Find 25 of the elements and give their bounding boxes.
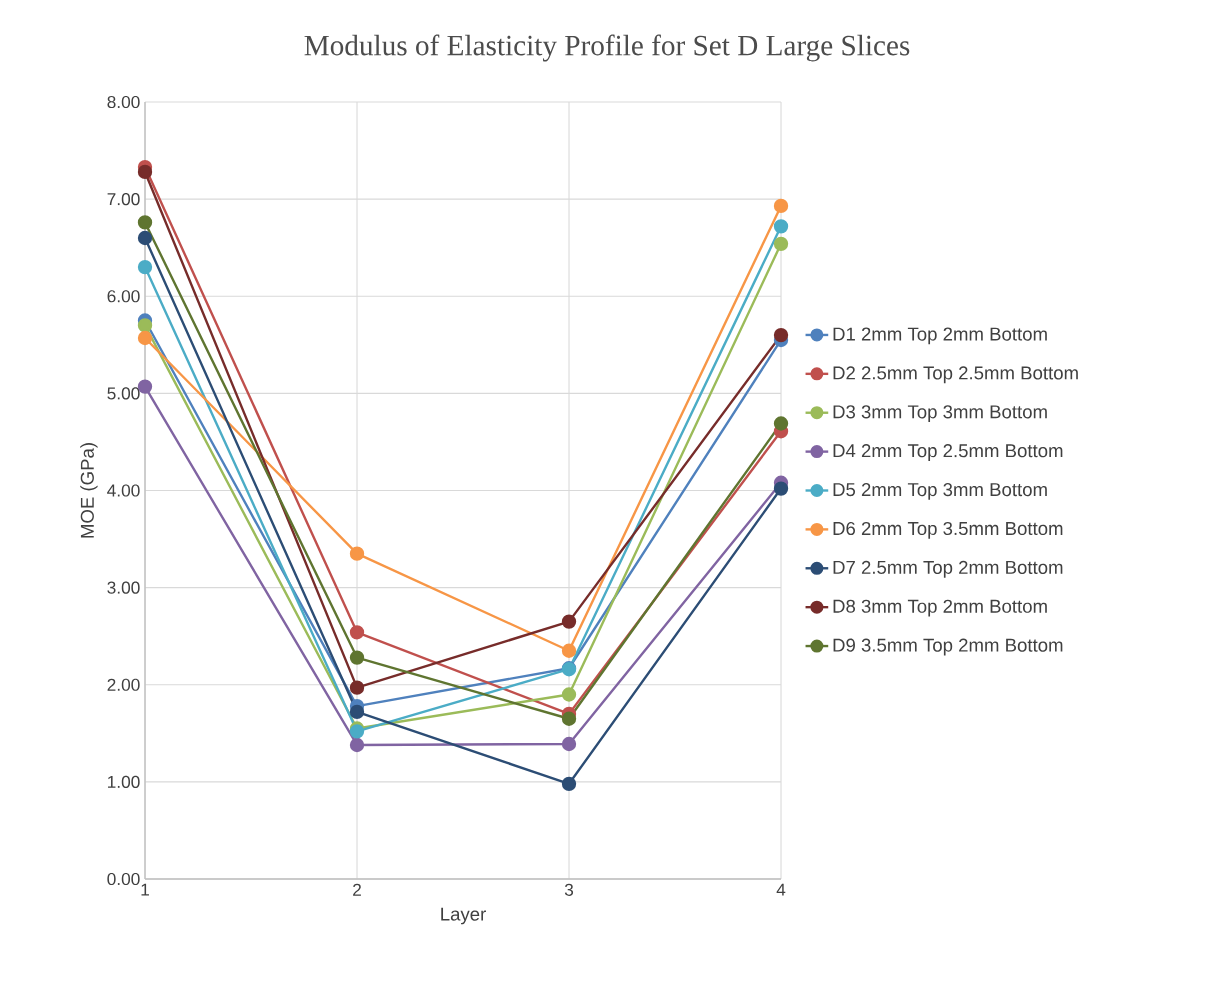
y-axis-title: MOE (GPa) — [80, 443, 98, 538]
y-tick-label: 2.00 — [107, 678, 140, 691]
x-tick-label: 1 — [141, 883, 149, 896]
x-axis-title: Layer — [441, 907, 486, 925]
y-tick-label: 0.00 — [107, 872, 140, 886]
y-tick-label: 8.00 — [107, 95, 140, 109]
chart-title: Modulus of Elasticity Profile for Set D Large Slices — [304, 34, 910, 62]
x-tick-label: 3 — [564, 883, 574, 896]
legend-label: D6 2mm Top 3.5mm Bottom — [833, 521, 1063, 539]
legend-label: D4 2mm Top 2.5mm Bottom — [833, 444, 1063, 461]
x-tick-label: 4 — [776, 883, 786, 896]
y-tick-label: 3.00 — [107, 581, 140, 594]
legend-label: D8 3mm Top 2mm Bottom — [833, 599, 1047, 617]
x-tick-label: 2 — [353, 883, 361, 896]
legend-label: D5 2mm Top 3mm Bottom — [833, 483, 1047, 500]
legend-label: D9 3.5mm Top 2mm Bottom — [833, 638, 1063, 656]
legend-label: D3 3mm Top 3mm Bottom — [833, 405, 1047, 423]
legend-label: D2 2.5mm Top 2.5mm Bottom — [833, 366, 1078, 384]
legend-label: D1 2mm Top 2mm Bottom — [833, 327, 1047, 345]
y-tick-label: 6.00 — [107, 290, 140, 303]
y-tick-label: 7.00 — [107, 193, 140, 206]
y-tick-label: 1.00 — [108, 775, 140, 788]
y-tick-label: 4.00 — [107, 484, 140, 497]
y-tick-label: 5.00 — [107, 387, 140, 400]
legend-label: D7 2.5mm Top 2mm Bottom — [833, 560, 1063, 578]
